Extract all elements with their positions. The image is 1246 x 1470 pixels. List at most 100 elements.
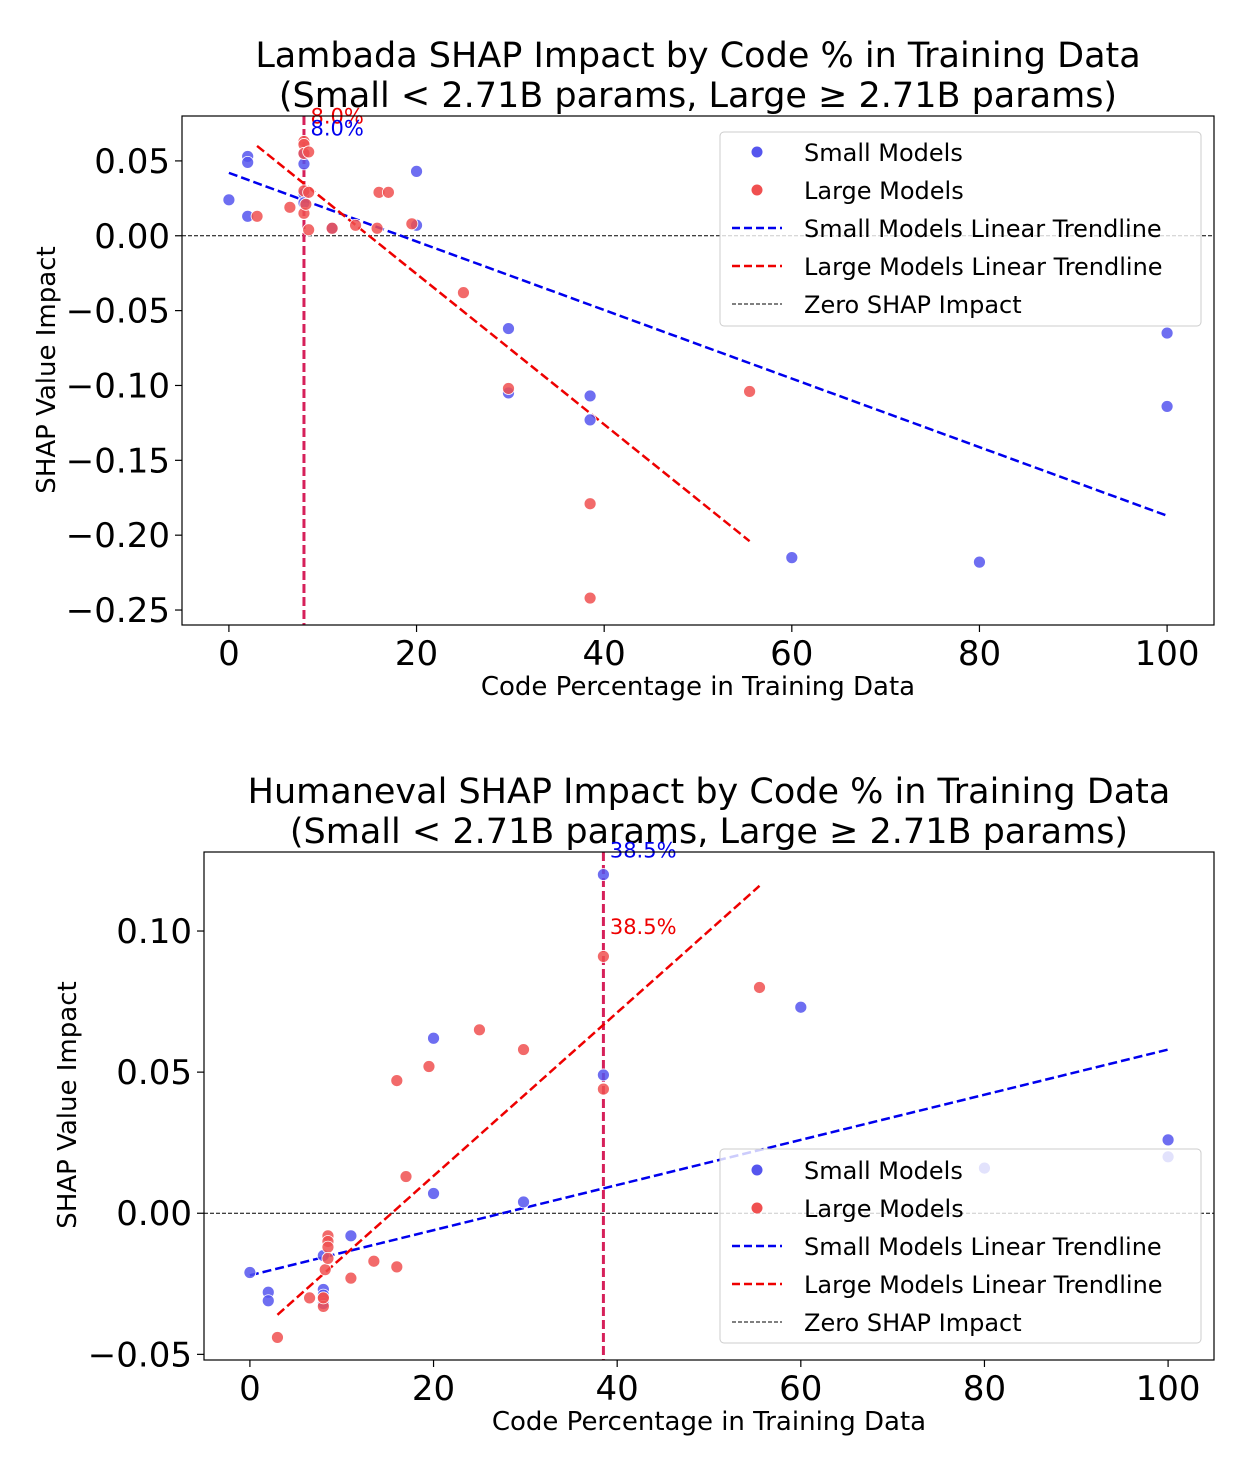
legend-large-trend-label: Large Models Linear Trendline bbox=[804, 1271, 1163, 1299]
large-model-point bbox=[299, 197, 313, 211]
plot-frame bbox=[203, 851, 1215, 1361]
large-model-point bbox=[302, 145, 316, 159]
legend-large-marker bbox=[751, 184, 763, 196]
annotation-layer: 38.5% 38.5% bbox=[610, 839, 677, 939]
large-model-point bbox=[302, 185, 316, 199]
x-tick-label: 40 bbox=[596, 1369, 639, 1409]
y-tick-label: 0.00 bbox=[94, 217, 170, 257]
large-model-point bbox=[283, 200, 297, 214]
x-tick-label: 0 bbox=[239, 1369, 261, 1409]
x-tick-label: 80 bbox=[958, 634, 1001, 674]
legend-zero-label: Zero SHAP Impact bbox=[804, 1309, 1022, 1337]
legend-small-marker bbox=[751, 1164, 763, 1176]
small-model-point bbox=[1161, 1133, 1175, 1147]
large-model-point bbox=[743, 385, 756, 398]
large-model-point bbox=[597, 950, 610, 963]
large-model-point bbox=[370, 221, 384, 235]
large-model-point bbox=[367, 1254, 381, 1268]
small-model-point bbox=[973, 555, 986, 569]
small-model-point bbox=[597, 1068, 610, 1082]
small-model-point bbox=[261, 1294, 275, 1308]
small-model-point bbox=[583, 413, 597, 427]
small-model-point bbox=[427, 1187, 440, 1200]
small-model-point bbox=[794, 1000, 808, 1014]
large-models-trendline bbox=[256, 144, 751, 543]
humaneval-chart: Humaneval SHAP Impact by Code % in Train… bbox=[53, 772, 1215, 1437]
chart-title-line2: (Small < 2.71B params, Large ≥ 2.71B par… bbox=[290, 812, 1128, 852]
small-model-point bbox=[427, 1031, 440, 1045]
annotation-layer: 8.0%8.0% bbox=[311, 104, 364, 140]
large-model-point bbox=[271, 1331, 284, 1344]
x-tick-label: 40 bbox=[583, 634, 626, 674]
x-axis-label: Code Percentage in Training Data bbox=[492, 1407, 926, 1437]
small-model-point bbox=[410, 164, 423, 178]
legend-small-trend-label: Small Models Linear Trendline bbox=[804, 1233, 1162, 1261]
chart-title-line1: Lambada SHAP Impact by Code % in Trainin… bbox=[255, 36, 1140, 76]
large-model-point bbox=[502, 382, 515, 395]
large-model-point bbox=[349, 218, 362, 232]
y-axis-label: SHAP Value Impact bbox=[53, 981, 83, 1228]
y-tick-label: −0.20 bbox=[66, 516, 170, 556]
large-model-point bbox=[316, 1291, 330, 1305]
large-model-point bbox=[473, 1023, 486, 1037]
vline-annotation: 8.0% bbox=[311, 116, 364, 140]
vline-annotation: 38.5% bbox=[610, 839, 677, 863]
legend-large-trend-label: Large Models Linear Trendline bbox=[804, 253, 1163, 281]
small-model-point bbox=[1160, 326, 1174, 340]
small-model-point bbox=[517, 1195, 530, 1209]
large-model-point bbox=[597, 1082, 610, 1096]
legend-small-marker bbox=[751, 146, 763, 158]
x-tick-label: 80 bbox=[963, 1369, 1006, 1409]
x-tick-label: 20 bbox=[395, 634, 438, 674]
legend: Small Models Large Models Small Models L… bbox=[719, 1148, 1202, 1344]
small-model-point bbox=[241, 156, 255, 169]
x-tick-label: 100 bbox=[1136, 1369, 1201, 1409]
large-model-point bbox=[344, 1271, 358, 1285]
tick-layer: 0 20 40 60 80 100 0.05 0.00 −0.05 −0.10 −0.15 −0.20… bbox=[66, 142, 1200, 674]
large-model-point bbox=[318, 1263, 332, 1277]
large-model-point bbox=[517, 1043, 530, 1056]
y-axis-label: SHAP Value Impact bbox=[32, 246, 62, 493]
small-model-point bbox=[344, 1229, 358, 1243]
large-model-point bbox=[250, 209, 264, 223]
x-tick-label: 60 bbox=[779, 1369, 822, 1409]
y-tick-label: −0.15 bbox=[66, 441, 170, 481]
y-tick-label: −0.05 bbox=[66, 292, 170, 332]
x-axis-label: Code Percentage in Training Data bbox=[481, 672, 915, 702]
y-tick-label: −0.25 bbox=[66, 591, 170, 631]
legend-small-trend-label: Small Models Linear Trendline bbox=[804, 215, 1162, 243]
legend-zero-label: Zero SHAP Impact bbox=[804, 291, 1022, 319]
small-models-trendline bbox=[228, 171, 1168, 517]
small-model-point bbox=[597, 868, 610, 881]
large-model-point bbox=[390, 1074, 404, 1087]
x-tick-label: 0 bbox=[218, 634, 240, 674]
legend-box bbox=[719, 1148, 1202, 1344]
legend-box bbox=[719, 131, 1202, 327]
trendline-layer bbox=[228, 144, 1168, 543]
large-model-point bbox=[321, 1240, 335, 1254]
large-model-point bbox=[457, 286, 470, 300]
large-models-trendline bbox=[276, 884, 761, 1316]
small-models-trendline bbox=[249, 1048, 1169, 1277]
y-tick-label: −0.10 bbox=[66, 366, 170, 406]
y-tick-label: 0.00 bbox=[116, 1194, 192, 1234]
large-model-point bbox=[390, 1260, 404, 1274]
small-model-point bbox=[222, 193, 236, 207]
chart-title-line1: Humaneval SHAP Impact by Code % in Train… bbox=[248, 772, 1171, 812]
trendline-layer bbox=[249, 884, 1169, 1316]
legend-large-label: Large Models bbox=[804, 1195, 964, 1223]
large-model-point bbox=[583, 591, 597, 605]
y-tick-label: −0.05 bbox=[88, 1335, 192, 1375]
y-tick-label: 0.05 bbox=[94, 142, 170, 182]
large-model-point bbox=[399, 1170, 413, 1183]
y-tick-label: 0.05 bbox=[116, 1053, 192, 1093]
points-layer bbox=[243, 868, 1175, 1344]
small-model-point bbox=[243, 1266, 257, 1279]
chart-title-line2: (Small < 2.71B params, Large ≥ 2.71B par… bbox=[279, 76, 1117, 116]
legend-large-marker bbox=[751, 1202, 763, 1214]
large-model-point bbox=[583, 497, 597, 511]
large-model-point bbox=[321, 1252, 335, 1265]
lambada-chart: Lambada SHAP Impact by Code % in Trainin… bbox=[32, 36, 1215, 702]
large-model-point bbox=[302, 223, 316, 237]
